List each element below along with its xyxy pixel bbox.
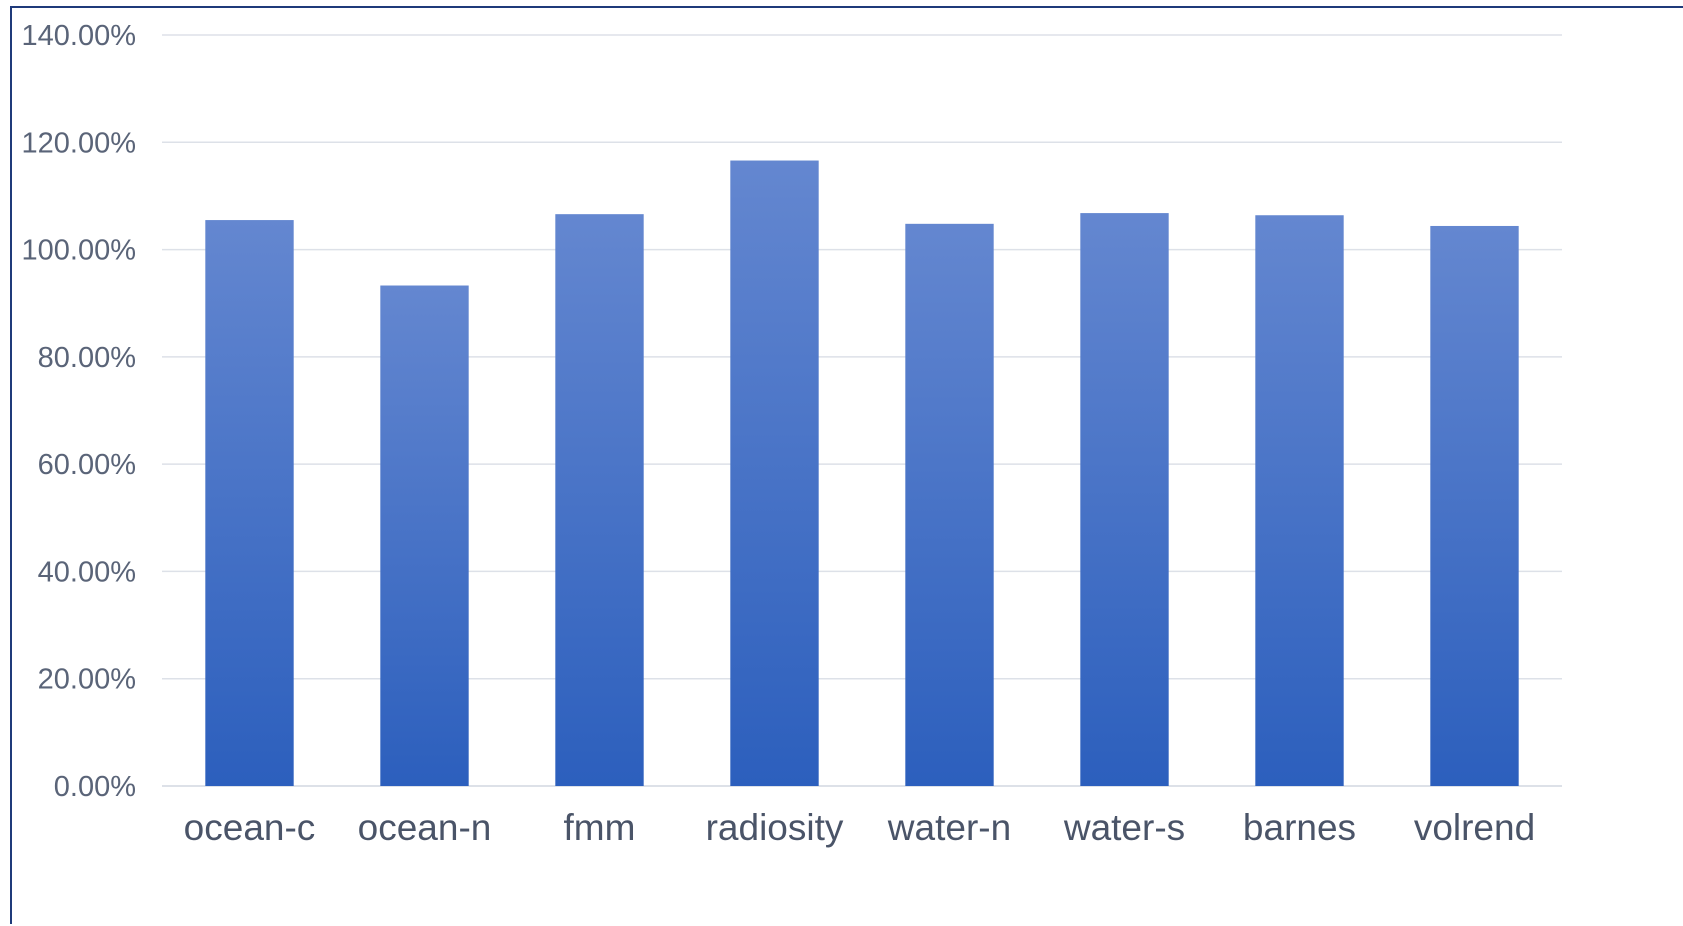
bar-ocean-n	[380, 285, 469, 786]
y-tick-label: 0.00%	[54, 771, 136, 803]
bar-water-s	[1080, 213, 1169, 786]
bar-chart: 0.00% 20.00% 40.00% 60.00% 80.00% 100.00% 120.…	[22, 20, 1562, 848]
x-category-label: fmm	[564, 807, 636, 848]
bar-fmm	[555, 214, 644, 787]
y-axis-tick-labels: 0.00% 20.00% 40.00% 60.00% 80.00% 100.00% 120.…	[22, 20, 137, 803]
y-tick-label: 40.00%	[38, 556, 136, 588]
x-category-label: water-s	[1063, 807, 1185, 848]
bar-radiosity	[730, 160, 819, 786]
y-tick-label: 80.00%	[38, 342, 136, 374]
y-tick-label: 100.00%	[22, 235, 137, 267]
y-tick-label: 60.00%	[38, 449, 136, 481]
y-tick-label: 140.00%	[22, 20, 137, 52]
x-category-label: ocean-n	[358, 807, 492, 848]
bar-barnes	[1255, 215, 1344, 787]
y-tick-label: 20.00%	[38, 664, 136, 696]
y-tick-label: 120.00%	[22, 127, 137, 159]
bars	[205, 160, 1519, 787]
x-category-label: volrend	[1414, 807, 1535, 848]
x-axis-category-labels: ocean-c ocean-n fmm radiosity water-n water-s…	[184, 807, 1536, 848]
bar-water-n	[905, 223, 994, 786]
x-category-label: ocean-c	[184, 807, 316, 848]
gridlines	[162, 34, 1562, 787]
chart-frame: 0.00% 20.00% 40.00% 60.00% 80.00% 100.00% 120.…	[10, 6, 1683, 924]
x-category-label: barnes	[1243, 807, 1356, 848]
x-category-label: radiosity	[706, 807, 844, 848]
x-category-label: water-n	[887, 807, 1011, 848]
bar-volrend	[1430, 225, 1519, 786]
bar-ocean-c	[205, 220, 294, 786]
